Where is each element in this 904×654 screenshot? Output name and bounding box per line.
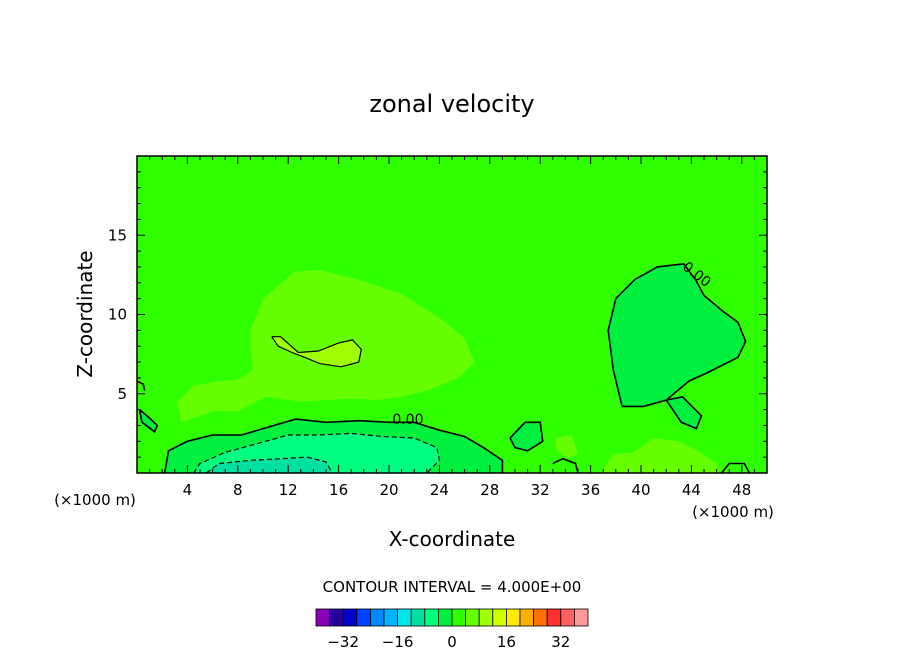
colorbar-swatch [492,608,507,627]
x-axis-label: X-coordinate [389,527,516,551]
contour-label-zero-bottom: 0.00 [392,412,423,428]
colorbar-swatch [546,608,562,627]
chart-title: zonal velocity [369,90,534,118]
colorbar-swatch [505,608,521,627]
colorbar-swatch [424,608,439,627]
region-9 [600,438,720,473]
colorbar-swatch [465,608,480,627]
x-tick-label: 44 [682,481,701,499]
region-8 [139,409,158,432]
x-tick-label: 40 [631,481,650,499]
colorbar-swatch [342,608,358,627]
y-axis-label: Z-coordinate [73,250,97,377]
contour-line-8 [552,457,579,473]
colorbar-swatch [519,608,535,627]
plot-area: 0.000.00 [137,156,767,473]
colorbar-tick-label: −16 [382,633,414,651]
colorbar-tick-label: −32 [327,633,359,651]
colorbar: −32 −16 0 16 32 [315,608,589,651]
colorbar-swatch [478,608,494,627]
contour-line-0 [271,336,362,368]
y-tick-label: 10 [108,306,127,324]
x-tick-label: 4 [183,481,193,499]
colorbar-tick-label: 32 [551,633,570,651]
x-axis-unit-right: (×1000 m) [692,503,774,521]
colorbar-swatch [329,608,344,627]
colorbar-swatch [369,608,385,627]
x-tick-label: 48 [732,481,751,499]
colorbar-swatch [410,608,426,627]
contour-line-10 [137,380,146,391]
x-axis-unit-left: (×1000 m) [54,491,136,509]
colorbar-swatch [437,608,453,627]
colorbar-swatch [397,608,412,627]
x-tick-label: 16 [329,481,348,499]
y-tick-label: 15 [108,226,127,244]
contour-line-1 [607,262,747,408]
colorbar-tick-label: 16 [497,633,516,651]
x-tick-label: 20 [379,481,398,499]
x-tick-label: 12 [279,481,298,499]
colorbar-swatch [533,608,548,627]
contour-line-5 [509,421,544,452]
contour-line-7 [138,408,159,434]
region-6 [510,422,543,451]
colorbar-swatch [383,608,399,627]
colorbar-swatch [574,608,589,627]
contour-line-4 [205,456,333,473]
colorbar-swatch [315,608,331,627]
colorbar-swatch [560,608,575,627]
region-2 [608,263,746,407]
contour-interval-text: CONTOUR INTERVAL = 4.000E+00 [323,578,582,596]
x-tick-label: 8 [233,481,243,499]
region-10 [555,435,578,459]
x-tick-label: 36 [581,481,600,499]
contour-line-6 [665,396,703,430]
region-1 [271,336,362,367]
x-tick-label: 32 [531,481,550,499]
contour-line-2 [163,418,504,473]
region-0 [177,270,475,423]
y-tick-label: 5 [117,385,127,403]
contour-line-3 [193,432,441,473]
colorbar-swatch [356,608,371,627]
x-tick-label: 24 [430,481,449,499]
x-tick-label: 28 [480,481,499,499]
contour-line-9 [720,462,751,473]
colorbar-tick-label: 0 [447,633,457,651]
colorbar-swatch [451,608,467,627]
region-7 [666,396,702,429]
